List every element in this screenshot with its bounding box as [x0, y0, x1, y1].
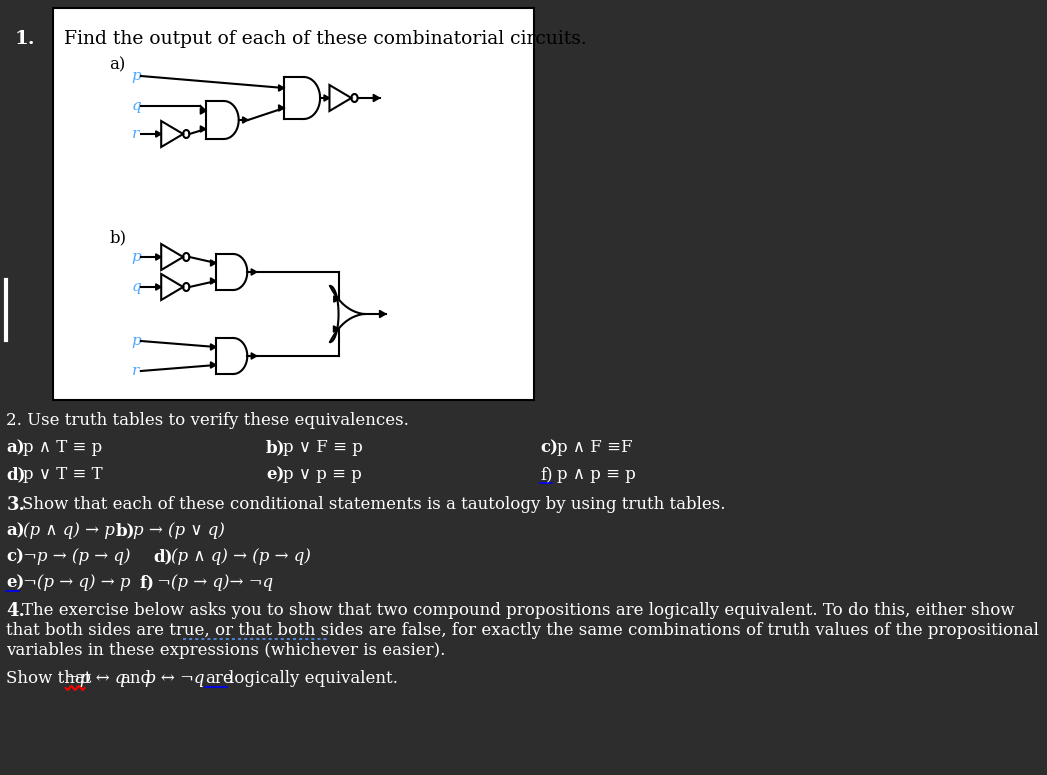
Text: f): f) [139, 574, 154, 591]
Text: Show that: Show that [6, 670, 97, 687]
Text: f): f) [540, 466, 553, 483]
Text: p ∨ F ≡ p: p ∨ F ≡ p [284, 439, 363, 456]
Text: c): c) [540, 439, 558, 456]
Text: a): a) [110, 56, 126, 73]
Text: b): b) [266, 439, 286, 456]
Polygon shape [279, 105, 284, 111]
Text: 2. Use truth tables to verify these equivalences.: 2. Use truth tables to verify these equi… [6, 412, 409, 429]
Text: ¬(p → q) → p: ¬(p → q) → p [23, 574, 131, 591]
Polygon shape [374, 95, 380, 102]
Polygon shape [334, 326, 339, 332]
Polygon shape [243, 117, 248, 123]
Polygon shape [210, 344, 216, 350]
Polygon shape [380, 311, 385, 318]
Text: a): a) [6, 522, 25, 539]
Text: 1.: 1. [14, 30, 35, 48]
Text: logically equivalent.: logically equivalent. [228, 670, 398, 687]
Text: e): e) [6, 574, 25, 591]
Text: r: r [132, 364, 138, 378]
Text: p ∧ p ≡ p: p ∧ p ≡ p [557, 466, 637, 483]
Text: ¬p ↔ q: ¬p ↔ q [66, 670, 126, 687]
Text: ¬p → (p → q): ¬p → (p → q) [23, 548, 131, 565]
Text: e): e) [266, 466, 285, 483]
Text: c): c) [6, 548, 24, 565]
Text: p ↔ ¬q: p ↔ ¬q [144, 670, 204, 687]
Text: (p ∧ q) → p: (p ∧ q) → p [23, 522, 115, 539]
Text: p: p [132, 250, 141, 264]
Text: Find the output of each of these combinatorial circuits.: Find the output of each of these combina… [64, 30, 587, 48]
Text: 3.: 3. [6, 496, 25, 514]
Text: p: p [132, 69, 141, 83]
Polygon shape [156, 284, 161, 290]
Text: 4.: 4. [6, 602, 25, 620]
Polygon shape [200, 126, 206, 133]
Text: a): a) [6, 439, 25, 456]
Text: ¬(p → q)→ ¬q: ¬(p → q)→ ¬q [156, 574, 272, 591]
Text: d): d) [153, 548, 173, 565]
Text: p ∨ T ≡ T: p ∨ T ≡ T [23, 466, 103, 483]
Text: (p ∧ q) → (p → q): (p ∧ q) → (p → q) [171, 548, 311, 565]
Text: p ∧ T ≡ p: p ∧ T ≡ p [23, 439, 103, 456]
Bar [53, 8, 534, 400]
Text: b): b) [110, 229, 127, 246]
Text: b): b) [116, 522, 135, 539]
Text: The exercise below asks you to show that two compound propositions are logically: The exercise below asks you to show that… [22, 602, 1015, 619]
Text: and: and [119, 670, 151, 687]
Text: r: r [132, 127, 138, 141]
Polygon shape [251, 353, 257, 359]
Polygon shape [210, 362, 216, 368]
Polygon shape [324, 95, 330, 102]
Text: d): d) [6, 466, 26, 483]
Text: p ∨ p ≡ p: p ∨ p ≡ p [284, 466, 362, 483]
Polygon shape [251, 269, 257, 275]
Text: are: are [205, 670, 232, 687]
Polygon shape [279, 84, 284, 91]
Polygon shape [200, 108, 206, 114]
Polygon shape [156, 131, 161, 137]
Polygon shape [156, 254, 161, 260]
Polygon shape [334, 296, 339, 302]
Polygon shape [210, 260, 216, 266]
Text: p ∧ F ≡F: p ∧ F ≡F [557, 439, 632, 456]
Text: p → (p ∨ q): p → (p ∨ q) [133, 522, 225, 539]
Text: that both sides are true, or that both sides are false, for exactly the same com: that both sides are true, or that both s… [6, 622, 1039, 639]
Text: q: q [132, 280, 141, 294]
Text: Show that each of these conditional statements is a tautology by using truth tab: Show that each of these conditional stat… [22, 496, 726, 513]
Text: q: q [132, 99, 141, 113]
Text: variables in these expressions (whichever is easier).: variables in these expressions (whicheve… [6, 642, 446, 659]
Text: p: p [132, 334, 141, 348]
Polygon shape [210, 278, 216, 284]
